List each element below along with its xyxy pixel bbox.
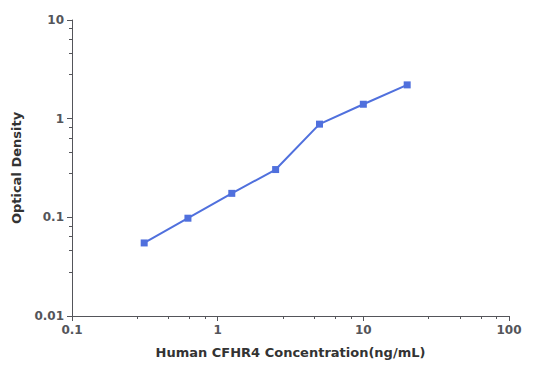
svg-text:10: 10 <box>47 13 64 27</box>
svg-text:0.1: 0.1 <box>43 210 64 224</box>
svg-text:Human CFHR4 Concentration(ng/m: Human CFHR4 Concentration(ng/mL) <box>156 345 426 360</box>
svg-text:1: 1 <box>213 323 221 337</box>
svg-text:10: 10 <box>355 323 372 337</box>
svg-text:0.1: 0.1 <box>61 323 82 337</box>
svg-text:1: 1 <box>56 112 64 126</box>
svg-text:0.01: 0.01 <box>34 309 64 323</box>
svg-text:Optical Density: Optical Density <box>9 111 24 224</box>
svg-text:100: 100 <box>496 323 521 337</box>
